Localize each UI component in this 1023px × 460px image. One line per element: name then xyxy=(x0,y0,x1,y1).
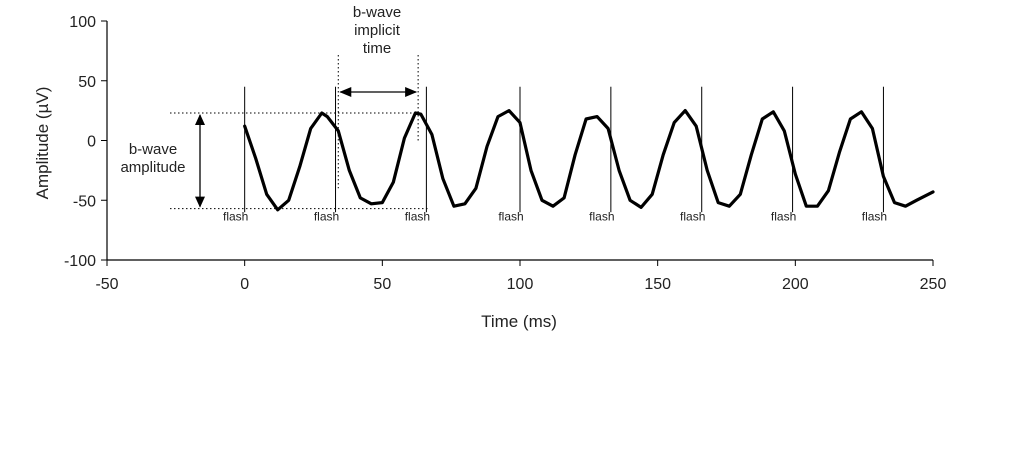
x-tick-label: 250 xyxy=(920,276,947,293)
flash-label: flash xyxy=(223,210,248,224)
ticks: -100 -50 0 50 100 -50 0 50 100 150 200 250 xyxy=(64,14,946,293)
x-tick-label: -50 xyxy=(95,276,118,293)
flash-label: flash xyxy=(498,210,523,224)
implicit-arrowhead-right xyxy=(405,87,418,97)
x-tick-label: 200 xyxy=(782,276,809,293)
flash-label: flash xyxy=(314,210,339,224)
x-tick-label: 0 xyxy=(240,276,249,293)
x-tick-label: 150 xyxy=(644,276,671,293)
y-axis-title: Amplitude (µV) xyxy=(33,87,52,200)
y-tick-label: -50 xyxy=(73,193,96,210)
x-axis-title: Time (ms) xyxy=(481,312,557,331)
implicit-time-label: b-wave xyxy=(353,4,401,21)
annotation-guides xyxy=(170,55,430,210)
y-tick-label: 100 xyxy=(69,14,96,31)
x-tick-label: 50 xyxy=(373,276,391,293)
x-tick-label: 100 xyxy=(507,276,534,293)
implicit-time-label: implicit xyxy=(354,22,401,39)
y-tick-label: -100 xyxy=(64,253,96,270)
implicit-arrowhead-left xyxy=(339,87,352,97)
flash-label: flash xyxy=(680,210,705,224)
amplitude-arrowhead-up xyxy=(195,114,205,126)
flash-label: flash xyxy=(771,210,796,224)
y-tick-label: 0 xyxy=(87,134,96,151)
amplitude-arrowhead-down xyxy=(195,196,205,208)
flash-label: flash xyxy=(405,210,430,224)
series-line xyxy=(243,109,935,212)
amplitude-label: b-wave xyxy=(129,141,177,158)
flash-label: flash xyxy=(862,210,887,224)
amplitude-label: amplitude xyxy=(120,159,185,176)
flash-label: flash xyxy=(589,210,614,224)
implicit-time-label: time xyxy=(363,40,391,57)
flash-markers: flash flash flash flash flash flash flash flash xyxy=(223,86,887,224)
y-tick-label: 50 xyxy=(78,74,96,91)
